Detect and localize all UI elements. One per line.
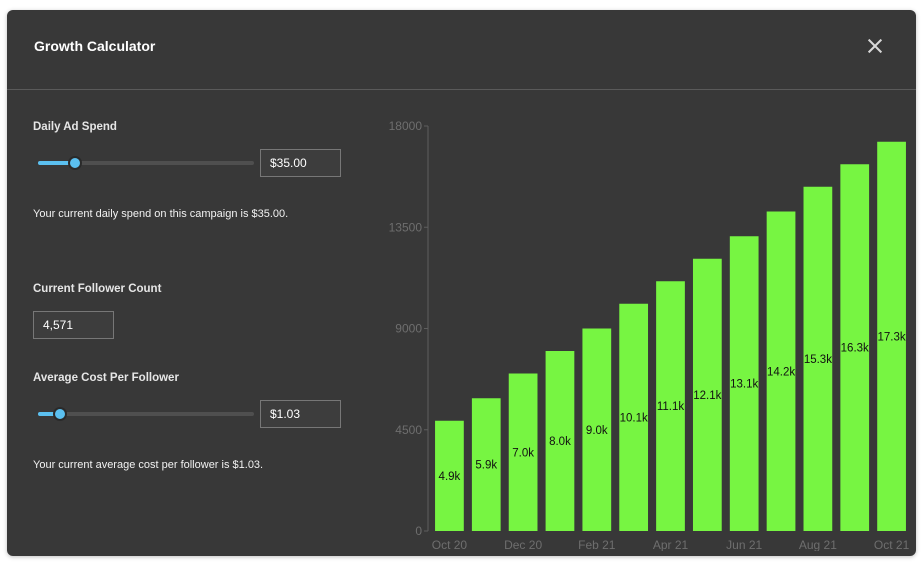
follower-count-label: Current Follower Count (33, 283, 162, 295)
bar-data-label: 14.2k (767, 366, 795, 378)
bar-data-label: 4.9k (439, 471, 461, 483)
bar (803, 186, 833, 531)
y-tick-label: 4500 (395, 423, 422, 437)
bar-data-label: 5.9k (475, 460, 497, 472)
avg-cost-slider[interactable] (38, 407, 254, 421)
bar (766, 211, 796, 531)
close-icon[interactable] (865, 36, 885, 56)
bar (656, 281, 685, 531)
daily-ad-spend-slider-thumb[interactable] (68, 156, 82, 170)
bar (545, 351, 575, 531)
daily-ad-spend-help: Your current daily spend on this campaig… (33, 208, 289, 220)
bar (840, 164, 870, 531)
bar-data-label: 13.1k (730, 379, 758, 391)
bar (619, 303, 649, 531)
x-tick-label: Dec 20 (504, 538, 542, 551)
bar (692, 258, 722, 531)
avg-cost-slider-fill (38, 412, 60, 416)
follower-growth-chart: 0 4500 9000 13500 18000 4.9k 5.9k 7.0k 8.0k 9.0k 1… (389, 119, 910, 551)
bar (508, 373, 538, 531)
bar-data-label: 10.1k (620, 412, 648, 424)
y-tick-label: 18000 (389, 119, 423, 133)
follower-count-input[interactable] (33, 311, 114, 339)
daily-ad-spend-input[interactable] (260, 149, 341, 177)
daily-ad-spend-slider[interactable] (38, 156, 254, 170)
x-tick-label: Jun 21 (726, 538, 762, 551)
bar-data-label: 17.3k (878, 331, 906, 343)
x-tick-label: Apr 21 (653, 538, 689, 551)
growth-calculator-dialog: Growth Calculator Daily Ad Spend Your cu… (7, 10, 916, 556)
daily-ad-spend-slider-fill (38, 161, 75, 165)
y-tick-label: 9000 (395, 322, 422, 336)
x-tick-label: Oct 20 (432, 538, 468, 551)
x-tick-label: Oct 21 (874, 538, 910, 551)
bar (729, 236, 759, 531)
y-tick-label: 13500 (389, 220, 423, 234)
bar-data-label: 9.0k (586, 425, 608, 437)
avg-cost-help: Your current average cost per follower i… (33, 459, 264, 471)
y-tick-label: 0 (415, 524, 422, 538)
x-tick-label: Aug 21 (799, 538, 837, 551)
daily-ad-spend-label: Daily Ad Spend (33, 121, 117, 133)
dialog-header: Growth Calculator (7, 10, 916, 90)
dialog-title: Growth Calculator (34, 38, 156, 54)
bar-data-label: 8.0k (549, 436, 571, 448)
bar-data-label: 7.0k (512, 447, 534, 459)
x-tick-label: Feb 21 (578, 538, 616, 551)
avg-cost-label: Average Cost Per Follower (33, 372, 179, 384)
avg-cost-slider-thumb[interactable] (53, 407, 67, 421)
bar (877, 141, 906, 531)
bar-data-label: 15.3k (804, 354, 832, 366)
bar (471, 398, 501, 531)
bar-data-label: 11.1k (657, 401, 685, 413)
bar (435, 420, 464, 531)
bar-data-label: 12.1k (693, 390, 721, 402)
avg-cost-input[interactable] (260, 400, 341, 428)
bar (582, 328, 612, 531)
bar-data-label: 16.3k (841, 343, 869, 355)
